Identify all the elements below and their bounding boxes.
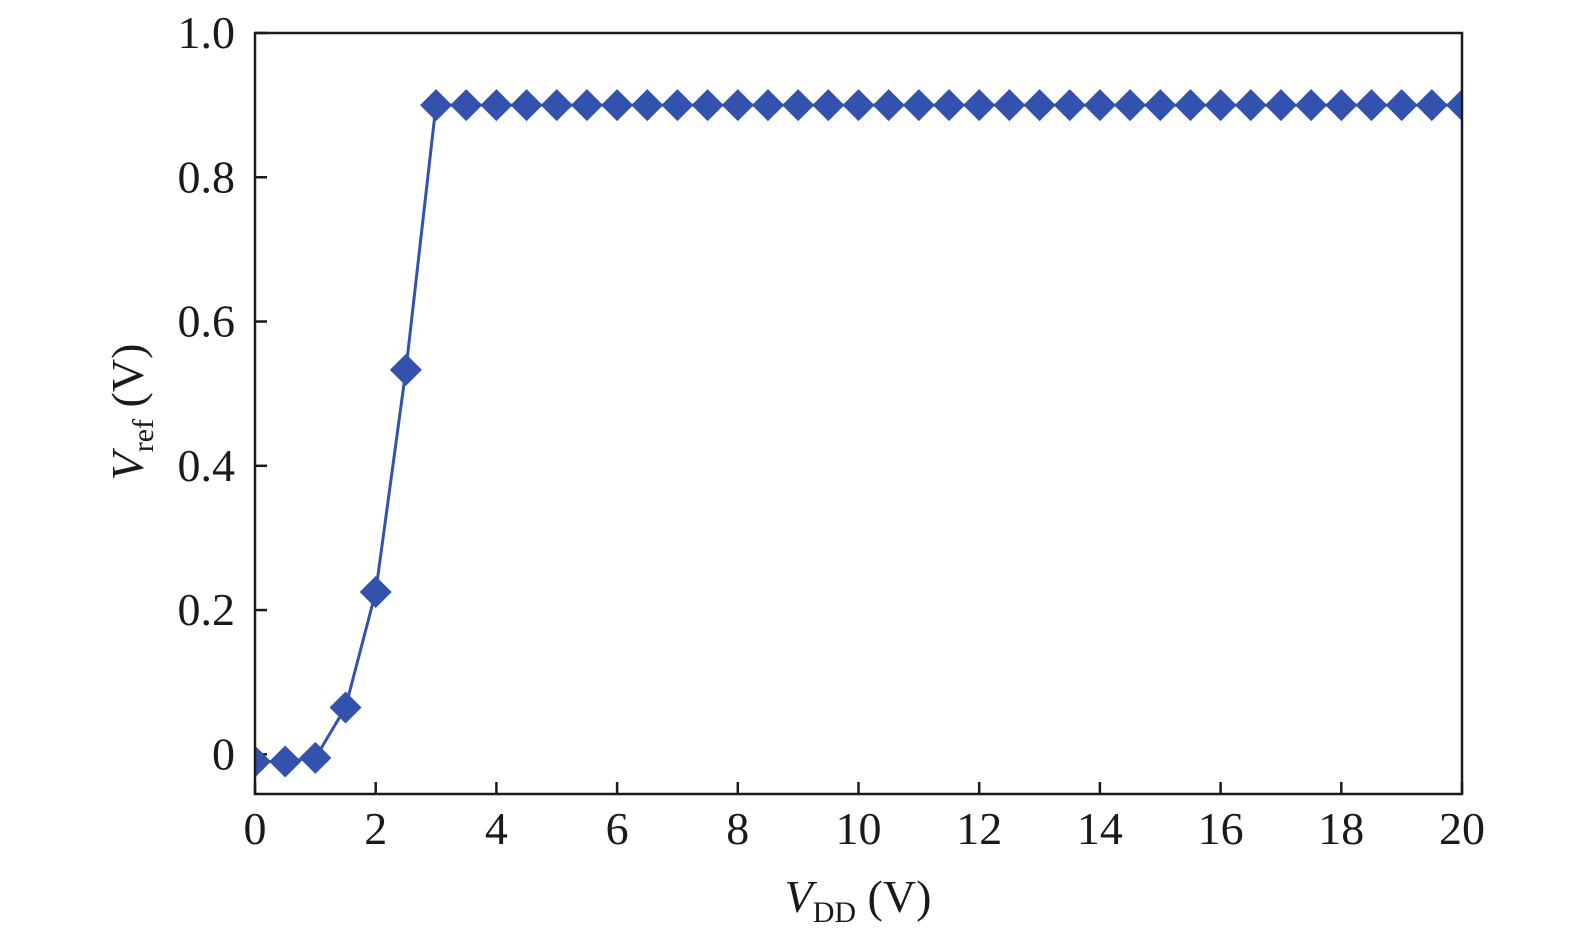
x-axis-title-sub: DD — [813, 896, 856, 929]
data-point — [1083, 89, 1116, 122]
labels-layer: 0 2 4 6 8 10 12 14 16 18 20 0 0.2 0.4 0.6 0.8 1.0 — [178, 7, 1486, 854]
x-tick-label: 16 — [1198, 803, 1244, 854]
data-point — [1114, 89, 1147, 122]
data-point — [540, 89, 573, 122]
data-point — [812, 89, 845, 122]
data-point — [1023, 89, 1056, 122]
data-point — [1264, 89, 1297, 122]
data-point — [782, 89, 815, 122]
data-point — [1053, 89, 1086, 122]
data-point — [902, 89, 935, 122]
data-point — [255, 745, 271, 778]
data-point — [601, 89, 634, 122]
data-point — [1415, 89, 1448, 122]
data-point — [1385, 89, 1418, 122]
x-tick-label: 2 — [364, 803, 387, 854]
data-point — [570, 89, 603, 122]
data-point — [1144, 89, 1177, 122]
y-tick-label: 0.8 — [178, 151, 236, 202]
data-point — [661, 89, 694, 122]
data-point — [933, 89, 966, 122]
data-point — [1446, 89, 1462, 122]
y-axis-title: Vref (V) — [102, 344, 160, 481]
data-point — [510, 89, 543, 122]
x-tick-label: 0 — [244, 803, 267, 854]
x-tick-label: 20 — [1439, 803, 1485, 854]
y-axis-title-unit: (V) — [102, 344, 153, 419]
x-axis-title: VDD (V) — [785, 871, 932, 929]
y-tick-label: 1.0 — [178, 7, 236, 58]
x-axis-title-unit: (V) — [856, 871, 931, 922]
data-point — [1295, 89, 1328, 122]
data-point — [269, 745, 302, 778]
series-layer — [255, 89, 1462, 778]
plot-frame — [253, 31, 1464, 796]
data-point — [329, 691, 362, 724]
ticks-layer — [253, 31, 1464, 794]
y-tick-label: 0.6 — [178, 296, 236, 347]
x-tick-label: 12 — [956, 803, 1002, 854]
data-point — [872, 89, 905, 122]
y-tick-label: 0 — [212, 728, 235, 779]
data-point — [721, 89, 754, 122]
data-point — [631, 89, 664, 122]
data-point — [420, 89, 453, 122]
data-point — [691, 89, 724, 122]
x-tick-label: 8 — [726, 803, 749, 854]
x-tick-label: 6 — [606, 803, 629, 854]
data-point — [1204, 89, 1237, 122]
x-tick-label: 14 — [1077, 803, 1123, 854]
series-line — [255, 103, 1462, 763]
x-tick-label: 4 — [485, 803, 508, 854]
y-tick-label: 0.4 — [178, 440, 236, 491]
data-point — [1234, 89, 1267, 122]
data-point — [450, 89, 483, 122]
data-point — [751, 89, 784, 122]
y-axis-title-main: V — [102, 447, 153, 480]
y-axis-title-sub: ref — [127, 419, 160, 452]
y-tick-label: 0.2 — [178, 584, 236, 635]
data-point — [1174, 89, 1207, 122]
data-point — [480, 89, 513, 122]
data-point — [389, 353, 422, 386]
x-tick-label: 10 — [836, 803, 882, 854]
data-point — [359, 576, 392, 609]
x-axis-title-main: V — [785, 871, 818, 922]
data-point — [1355, 89, 1388, 122]
data-point — [1325, 89, 1358, 122]
data-point — [963, 89, 996, 122]
x-tick-label: 18 — [1318, 803, 1364, 854]
data-point — [993, 89, 1026, 122]
data-point — [842, 89, 875, 122]
data-point — [299, 741, 332, 774]
